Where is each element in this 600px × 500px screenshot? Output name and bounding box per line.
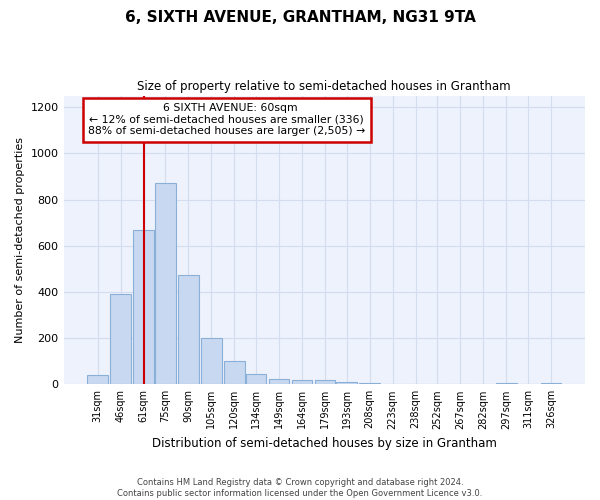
Bar: [155, 184, 176, 384]
Bar: [245, 374, 266, 384]
Bar: [87, 375, 108, 384]
Bar: [496, 383, 517, 384]
Y-axis label: Number of semi-detached properties: Number of semi-detached properties: [15, 137, 25, 343]
Bar: [178, 274, 199, 384]
X-axis label: Distribution of semi-detached houses by size in Grantham: Distribution of semi-detached houses by …: [152, 437, 497, 450]
Text: Contains HM Land Registry data © Crown copyright and database right 2024.
Contai: Contains HM Land Registry data © Crown c…: [118, 478, 482, 498]
Bar: [359, 383, 380, 384]
Bar: [314, 380, 335, 384]
Bar: [201, 338, 222, 384]
Bar: [292, 380, 313, 384]
Bar: [541, 383, 561, 384]
Text: 6 SIXTH AVENUE: 60sqm
← 12% of semi-detached houses are smaller (336)
88% of sem: 6 SIXTH AVENUE: 60sqm ← 12% of semi-deta…: [88, 103, 365, 136]
Text: 6, SIXTH AVENUE, GRANTHAM, NG31 9TA: 6, SIXTH AVENUE, GRANTHAM, NG31 9TA: [125, 10, 475, 25]
Title: Size of property relative to semi-detached houses in Grantham: Size of property relative to semi-detach…: [137, 80, 511, 93]
Bar: [269, 378, 289, 384]
Bar: [110, 294, 131, 384]
Bar: [133, 230, 154, 384]
Bar: [336, 382, 357, 384]
Bar: [224, 361, 245, 384]
